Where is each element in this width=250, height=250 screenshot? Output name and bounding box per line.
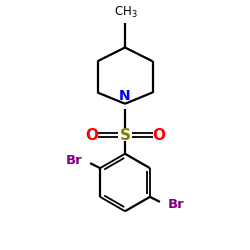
Text: N: N [119,88,131,102]
Text: Br: Br [66,154,82,167]
Text: O: O [85,128,98,142]
Text: S: S [120,128,130,142]
Text: CH$_3$: CH$_3$ [114,5,138,20]
Text: Br: Br [168,198,184,211]
Text: O: O [152,128,165,142]
